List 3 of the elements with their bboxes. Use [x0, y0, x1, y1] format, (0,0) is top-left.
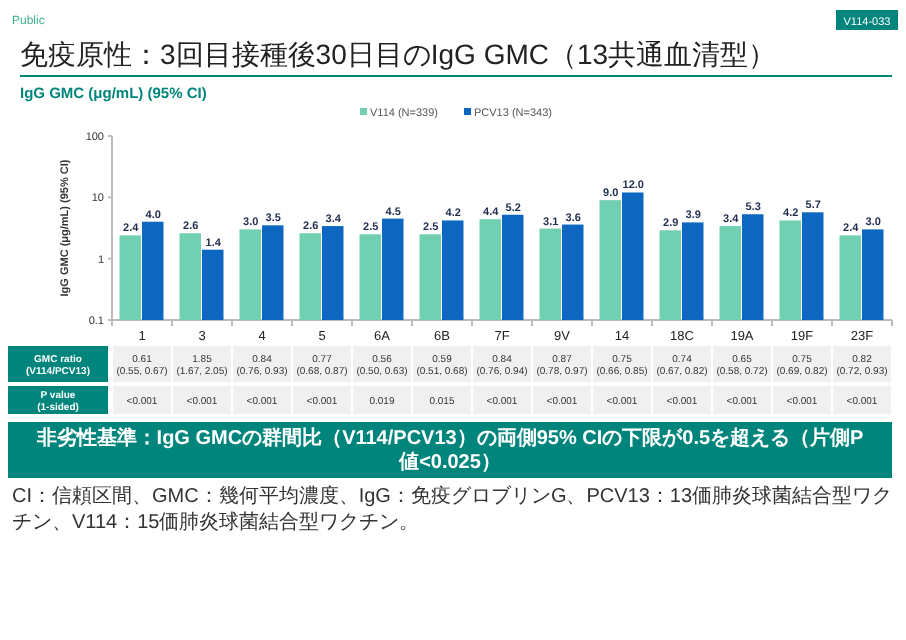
text: CI：信頼区間、GMC：幾何平均濃度、IgG：免疫グロブリンG、PCV13：13価肺炎球菌結合型ワクチン、V114：15価肺炎球菌結合型ワクチン。 — [12, 484, 893, 534]
text: 非劣性基準：IgG GMCの群間比（V114/PCV13）の両側95% CIの下限が0.5を超える（片側P値<0.025） — [34, 426, 865, 474]
chart-title: 免疫原性：3回目接種後30日目のIgG GMC（13共通血清型） — [20, 38, 777, 70]
